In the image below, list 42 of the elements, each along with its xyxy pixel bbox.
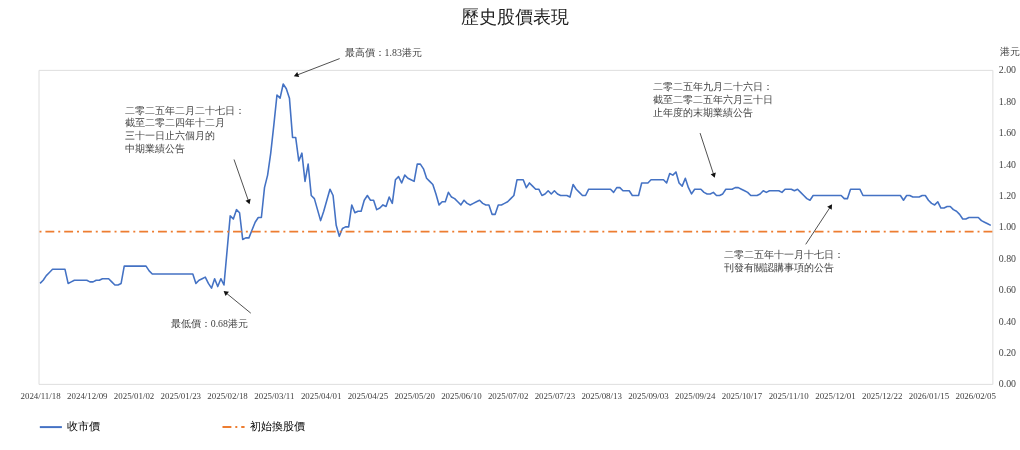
y-tick-label: 0.40 xyxy=(998,315,1017,327)
x-tick-label: 2025/10/17 xyxy=(721,391,763,402)
x-tick-label: 2025/03/11 xyxy=(254,391,295,402)
x-tick-label: 2025/12/22 xyxy=(861,391,903,402)
y-tick-label: 0.00 xyxy=(998,378,1017,390)
y-tick-label: 1.40 xyxy=(998,158,1017,170)
x-tick-label: 2026/01/15 xyxy=(908,391,950,402)
y-tick-label: 0.80 xyxy=(998,252,1017,264)
x-tick-label: 2025/04/25 xyxy=(347,391,389,402)
x-tick-label: 2025/05/20 xyxy=(394,391,436,402)
text: 最高價：1.83港元 xyxy=(344,46,422,58)
annotation: 二零二五年十一月十七日：刊發有關認購事項的公告 xyxy=(723,248,844,273)
x-tick-label: 2025/02/18 xyxy=(207,391,249,402)
x-tick-label: 2025/08/13 xyxy=(581,391,623,402)
x-tick-label: 2025/09/03 xyxy=(628,391,670,402)
y-tick-label: 1.00 xyxy=(998,221,1017,233)
y-axis-title: 港元 xyxy=(1000,45,1020,57)
chart-title: 歷史股價表現 xyxy=(461,6,570,27)
x-tick-label: 2025/06/10 xyxy=(441,391,483,402)
x-tick-label: 2025/11/10 xyxy=(768,391,810,402)
legend-label: 初始換股價 xyxy=(249,420,305,433)
y-tick-label: 1.80 xyxy=(998,95,1017,107)
annotation: 二零二五年二月二十七日：截至二零二四年十二月三十一日止六個月的中期業績公告 xyxy=(125,104,246,155)
x-tick-label: 2025/07/23 xyxy=(534,391,576,402)
x-tick-label: 2025/04/01 xyxy=(300,391,342,402)
legend-label: 收市價 xyxy=(67,420,101,433)
x-tick-label: 2025/01/23 xyxy=(160,391,202,402)
y-tick-label: 0.20 xyxy=(998,346,1017,358)
y-tick-label: 1.60 xyxy=(998,127,1017,139)
x-tick-label: 2024/11/18 xyxy=(20,391,62,402)
x-tick-label: 2025/01/02 xyxy=(113,391,155,402)
annotation: 最低價：0.68港元 xyxy=(170,318,248,330)
y-tick-label: 0.60 xyxy=(998,284,1017,296)
x-tick-label: 2025/07/02 xyxy=(487,391,529,402)
x-tick-label: 2024/12/09 xyxy=(67,391,109,402)
line-series xyxy=(39,83,992,289)
y-tick-label: 2.00 xyxy=(998,64,1017,76)
x-tick-label: 2025/12/01 xyxy=(815,391,856,402)
annotation: 二零二五年九月二十六日：截至二零二五年六月三十日止年度的末期業績公告 xyxy=(652,81,773,118)
x-tick-label: 2026/02/05 xyxy=(955,391,997,402)
y-tick-label: 1.20 xyxy=(998,189,1017,201)
x-tick-label: 2025/09/24 xyxy=(674,391,716,402)
